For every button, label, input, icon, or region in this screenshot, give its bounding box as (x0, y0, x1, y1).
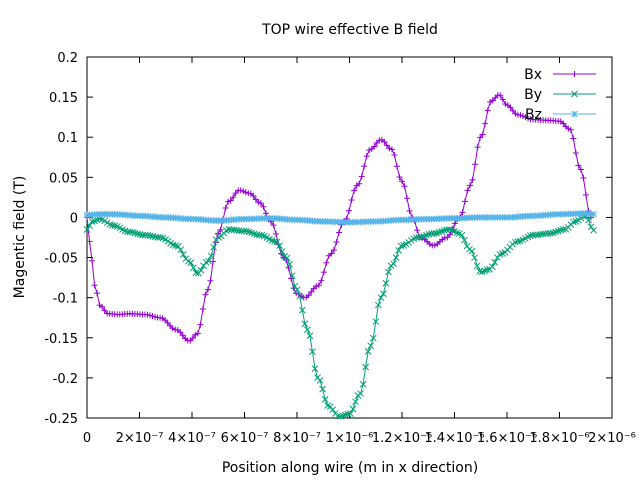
y-tick-label: 0.05 (49, 171, 78, 186)
y-tick-label: -0.15 (44, 332, 78, 347)
x-tick-label: 8×10⁻⁷ (273, 431, 321, 446)
series-markers-by (83, 212, 597, 420)
legend-label: Bx (524, 67, 542, 83)
series-markers-bx (84, 92, 594, 344)
y-tick-label: -0.1 (53, 292, 78, 307)
x-tick-label: 0 (83, 431, 91, 446)
chart-title: TOP wire effective B field (261, 22, 438, 38)
x-tick-label: 2×10⁻⁶ (588, 431, 636, 446)
series-bz (83, 210, 597, 226)
y-tick-label: 0.15 (49, 91, 78, 106)
y-axis-label: Magentic field (T) (12, 176, 28, 299)
y-tick-label: -0.05 (44, 252, 78, 267)
plot-area (83, 92, 597, 420)
y-tick-label: 0.1 (57, 131, 78, 146)
y-tick-label: -0.25 (44, 412, 78, 427)
x-axis: 0 2×10⁻⁷ 4×10⁻⁷ 6×10⁻⁷ 8×10⁻⁷ 1×10⁻⁶1.2×10⁻⁶1… (83, 57, 636, 446)
y-tick-label: 0 (70, 211, 78, 226)
legend: Bx By Bz (524, 67, 596, 123)
legend-label: Bz (525, 107, 542, 123)
x-tick-label: 4×10⁻⁷ (168, 431, 216, 446)
series-markers-bz (83, 210, 597, 226)
series-bx (84, 92, 594, 344)
legend-entry-bz: Bz (525, 107, 596, 123)
y-tick-label: -0.2 (53, 372, 78, 387)
x-tick-label: 1.4×10⁻⁶ (424, 431, 484, 446)
x-axis-label: Position along wire (m in x direction) (222, 460, 478, 476)
legend-entry-bx: Bx (524, 67, 596, 83)
legend-label: By (524, 87, 542, 103)
y-axis: -0.25 -0.2 -0.15 -0.1 -0.05 0 0.05 0.1 0.15 0.2 (44, 51, 612, 427)
legend-entry-by: By (524, 87, 596, 103)
y-tick-label: 0.2 (57, 51, 78, 66)
x-tick-label: 1.2×10⁻⁶ (372, 431, 432, 446)
x-tick-label: 1.6×10⁻⁶ (477, 431, 537, 446)
x-tick-label: 1.8×10⁻⁶ (529, 431, 589, 446)
x-tick-label: 2×10⁻⁷ (116, 431, 164, 446)
x-tick-label: 1×10⁻⁶ (326, 431, 374, 446)
x-tick-label: 6×10⁻⁷ (221, 431, 269, 446)
series-by (83, 212, 597, 420)
